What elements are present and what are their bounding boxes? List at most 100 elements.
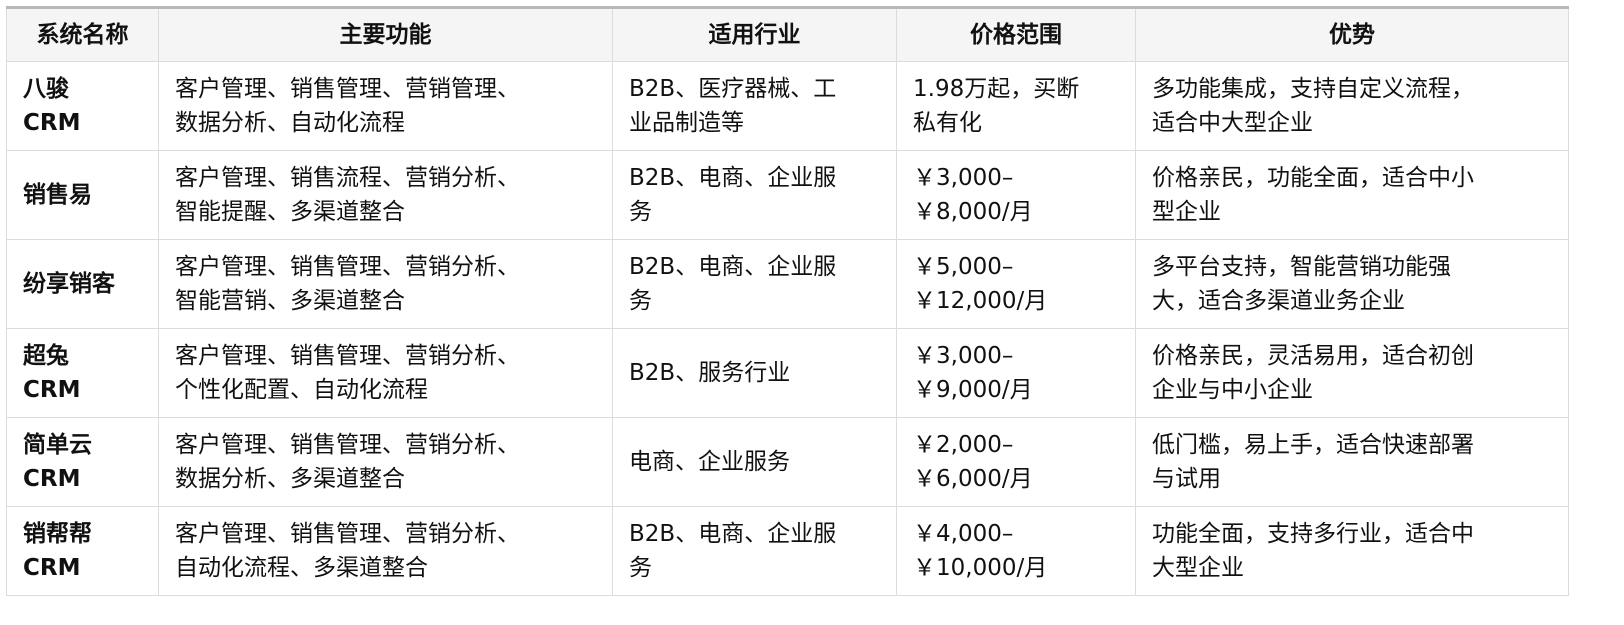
header-advantage: 优势 — [1135, 7, 1569, 62]
cell-text-line: ￥10,000/月 — [913, 555, 1048, 581]
cell-text-line: 数据分析、自动化流程 — [175, 110, 405, 136]
cell-text-line: 超兔 — [23, 343, 69, 369]
cell-text-line: 客户管理、销售管理、营销分析、 — [175, 254, 520, 280]
cell-features: 客户管理、销售管理、营销分析、 自动化流程、多渠道整合 — [158, 506, 613, 596]
cell-name: 超兔 CRM — [6, 328, 159, 418]
header-price: 价格范围 — [896, 7, 1136, 62]
table-row: 简单云 CRM 客户管理、销售管理、营销分析、 数据分析、多渠道整合 电商、企业服务 ￥2… — [6, 417, 1569, 507]
cell-name: 销帮帮 CRM — [6, 506, 159, 596]
header-system-name: 系统名称 — [6, 7, 159, 62]
cell-name: 八骏 CRM — [6, 61, 159, 151]
table-row: 八骏 CRM 客户管理、销售管理、营销管理、 数据分析、自动化流程 B2B、医疗器械、工… — [6, 61, 1569, 151]
crm-comparison-table: 系统名称 主要功能 适用行业 价格范围 优势 八骏 CRM 客户管理、销售管理、营销… — [6, 6, 1569, 596]
cell-text-line: 数据分析、多渠道整合 — [175, 466, 405, 492]
cell-text-line: 客户管理、销售管理、营销分析、 — [175, 521, 520, 547]
cell-name: 简单云 CRM — [6, 417, 159, 507]
cell-advantage: 价格亲民，功能全面，适合中小 型企业 — [1135, 150, 1569, 240]
cell-text-line: B2B、电商、企业服 — [629, 521, 837, 547]
table-row: 超兔 CRM 客户管理、销售管理、营销分析、 个性化配置、自动化流程 B2B、服务行业 ￥… — [6, 328, 1569, 418]
cell-advantage: 多平台支持，智能营销功能强 大，适合多渠道业务企业 — [1135, 239, 1569, 329]
cell-advantage: 低门槛，易上手，适合快速部署 与试用 — [1135, 417, 1569, 507]
cell-industry: B2B、医疗器械、工 业品制造等 — [612, 61, 897, 151]
cell-text-line: 业品制造等 — [629, 110, 744, 136]
cell-text-line: ￥8,000/月 — [913, 199, 1033, 225]
cell-industry: 电商、企业服务 — [612, 417, 897, 507]
cell-text-line: B2B、电商、企业服 — [629, 165, 837, 191]
cell-text-line: 多平台支持，智能营销功能强 — [1152, 254, 1451, 280]
cell-text-line: 1.98万起，买断 — [913, 76, 1080, 102]
cell-text-line: ￥2,000– — [913, 432, 1014, 458]
cell-text-line: ￥12,000/月 — [913, 288, 1048, 314]
cell-text-line: 私有化 — [913, 110, 982, 136]
cell-features: 客户管理、销售管理、营销分析、 数据分析、多渠道整合 — [158, 417, 613, 507]
cell-text-line: 销帮帮 — [23, 521, 92, 547]
cell-price: 1.98万起，买断 私有化 — [896, 61, 1136, 151]
cell-text-line: B2B、医疗器械、工 — [629, 76, 837, 102]
cell-advantage: 功能全面，支持多行业，适合中 大型企业 — [1135, 506, 1569, 596]
cell-text-line: 客户管理、销售管理、营销分析、 — [175, 432, 520, 458]
cell-price: ￥3,000– ￥9,000/月 — [896, 328, 1136, 418]
cell-text-line: 与试用 — [1152, 466, 1221, 492]
cell-features: 客户管理、销售管理、营销分析、 个性化配置、自动化流程 — [158, 328, 613, 418]
cell-text-line: ￥6,000/月 — [913, 466, 1033, 492]
cell-text-line: 客户管理、销售管理、营销分析、 — [175, 343, 520, 369]
cell-text-line: 大，适合多渠道业务企业 — [1152, 288, 1405, 314]
cell-text-line: 智能提醒、多渠道整合 — [175, 199, 405, 225]
cell-text-line: 务 — [629, 199, 652, 225]
cell-text-line: 多功能集成，支持自定义流程， — [1152, 76, 1474, 102]
cell-text-line: CRM — [23, 377, 81, 403]
cell-text-line: 价格亲民，功能全面，适合中小 — [1152, 165, 1474, 191]
cell-industry: B2B、电商、企业服务 — [612, 150, 897, 240]
cell-text-line: ￥3,000– — [913, 343, 1014, 369]
cell-text-line: 功能全面，支持多行业，适合中 — [1152, 521, 1474, 547]
cell-features: 客户管理、销售流程、营销分析、 智能提醒、多渠道整合 — [158, 150, 613, 240]
cell-text-line: 自动化流程、多渠道整合 — [175, 555, 428, 581]
cell-text-line: ￥3,000– — [913, 165, 1014, 191]
cell-text-line: 企业与中小企业 — [1152, 377, 1313, 403]
cell-name: 销售易 — [6, 150, 159, 240]
cell-price: ￥3,000– ￥8,000/月 — [896, 150, 1136, 240]
table-body: 八骏 CRM 客户管理、销售管理、营销管理、 数据分析、自动化流程 B2B、医疗器械、工… — [6, 61, 1569, 596]
header-features: 主要功能 — [158, 7, 613, 62]
cell-price: ￥4,000– ￥10,000/月 — [896, 506, 1136, 596]
cell-industry: B2B、服务行业 — [612, 328, 897, 418]
cell-text-line: 务 — [629, 555, 652, 581]
table-row: 销帮帮 CRM 客户管理、销售管理、营销分析、 自动化流程、多渠道整合 B2B、电商、企… — [6, 506, 1569, 596]
cell-text-line: 低门槛，易上手，适合快速部署 — [1152, 432, 1474, 458]
cell-price: ￥2,000– ￥6,000/月 — [896, 417, 1136, 507]
cell-text-line: ￥9,000/月 — [913, 377, 1033, 403]
cell-text-line: 销售易 — [23, 182, 92, 208]
cell-price: ￥5,000– ￥12,000/月 — [896, 239, 1136, 329]
cell-features: 客户管理、销售管理、营销管理、 数据分析、自动化流程 — [158, 61, 613, 151]
cell-text-line: B2B、电商、企业服 — [629, 254, 837, 280]
cell-text-line: 客户管理、销售流程、营销分析、 — [175, 165, 520, 191]
header-industry: 适用行业 — [612, 7, 897, 62]
cell-text-line: 适合中大型企业 — [1152, 110, 1313, 136]
table-row: 纷享销客 客户管理、销售管理、营销分析、 智能营销、多渠道整合 B2B、电商、企业服务… — [6, 239, 1569, 329]
cell-text-line: 简单云 — [23, 432, 92, 458]
cell-features: 客户管理、销售管理、营销分析、 智能营销、多渠道整合 — [158, 239, 613, 329]
cell-text-line: CRM — [23, 466, 81, 492]
cell-text-line: 电商、企业服务 — [629, 449, 790, 475]
cell-text-line: ￥4,000– — [913, 521, 1014, 547]
cell-text-line: 型企业 — [1152, 199, 1221, 225]
cell-text-line: 价格亲民，灵活易用，适合初创 — [1152, 343, 1474, 369]
cell-advantage: 价格亲民，灵活易用，适合初创 企业与中小企业 — [1135, 328, 1569, 418]
cell-text-line: B2B、服务行业 — [629, 360, 791, 386]
cell-advantage: 多功能集成，支持自定义流程， 适合中大型企业 — [1135, 61, 1569, 151]
cell-text-line: 个性化配置、自动化流程 — [175, 377, 428, 403]
cell-text-line: 大型企业 — [1152, 555, 1244, 581]
cell-text-line: CRM — [23, 555, 81, 581]
cell-industry: B2B、电商、企业服务 — [612, 239, 897, 329]
table-row: 销售易 客户管理、销售流程、营销分析、 智能提醒、多渠道整合 B2B、电商、企业服务 ￥… — [6, 150, 1569, 240]
cell-text-line: 客户管理、销售管理、营销管理、 — [175, 76, 520, 102]
cell-industry: B2B、电商、企业服务 — [612, 506, 897, 596]
cell-text-line: CRM — [23, 110, 81, 136]
cell-text-line: ￥5,000– — [913, 254, 1014, 280]
cell-text-line: 务 — [629, 288, 652, 314]
cell-text-line: 纷享销客 — [23, 271, 115, 297]
cell-text-line: 八骏 — [23, 76, 69, 102]
cell-name: 纷享销客 — [6, 239, 159, 329]
cell-text-line: 智能营销、多渠道整合 — [175, 288, 405, 314]
header-row: 系统名称 主要功能 适用行业 价格范围 优势 — [6, 7, 1569, 62]
